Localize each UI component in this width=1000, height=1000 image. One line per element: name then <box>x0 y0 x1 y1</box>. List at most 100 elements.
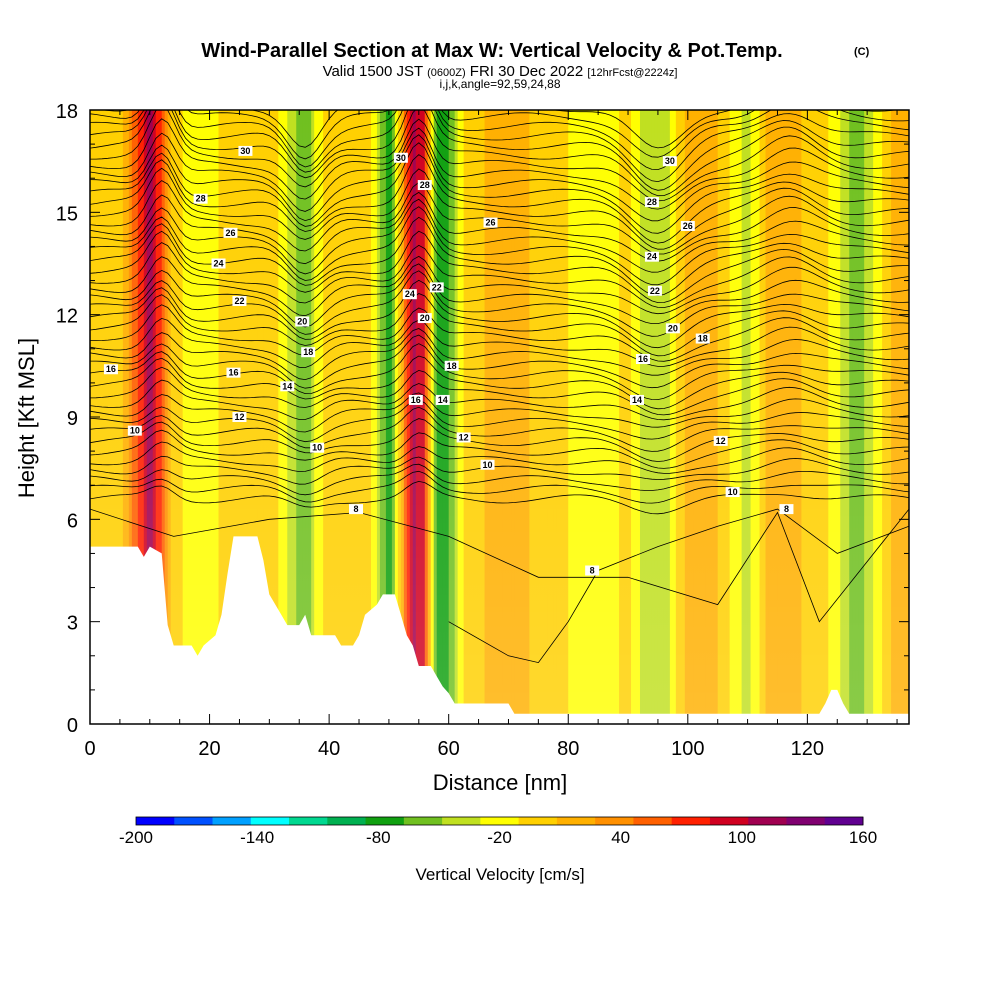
theta-contour-line <box>90 293 909 357</box>
contour-label-text: 28 <box>420 180 430 190</box>
theta-contour-line <box>90 110 909 197</box>
theta-contour-line <box>90 206 909 286</box>
contour-label-bg <box>211 258 226 269</box>
colorbar-swatch <box>289 817 328 825</box>
contour-label-text: 8 <box>784 504 789 514</box>
contour-label-bg <box>695 333 710 344</box>
colorbar-swatch <box>136 817 175 825</box>
x-tick-label: 100 <box>671 738 704 760</box>
contour-label-bg <box>635 354 650 365</box>
theta-contour-line <box>90 134 909 222</box>
x-tick-label: 80 <box>557 738 579 760</box>
contour-label-text: 12 <box>459 432 469 442</box>
x-tick-label: 40 <box>318 738 340 760</box>
contour-label-text: 12 <box>716 436 726 446</box>
colorbar-tick-label: 40 <box>611 828 630 847</box>
theta-contour-line <box>90 379 909 421</box>
contour-label: 20 <box>665 323 680 334</box>
contour-label-bg <box>444 360 459 371</box>
contour-label-bg <box>417 313 432 324</box>
axes: 0 20 40 60 80 100 120 0 3 6 9 12 15 18 <box>56 101 909 760</box>
contour-label: 16 <box>408 394 423 405</box>
y-tick-label: 18 <box>56 101 78 123</box>
colorbar-swatch <box>748 817 787 825</box>
contour-label-bg <box>280 381 295 392</box>
contour-label-text: 20 <box>420 313 430 323</box>
colorbar-swatch <box>633 817 673 825</box>
contour-label: 10 <box>310 442 325 453</box>
theta-contour-line <box>90 470 909 504</box>
contour-label: 20 <box>295 316 310 327</box>
contour-label-bg <box>103 364 118 375</box>
contour-label-bg <box>680 220 695 231</box>
contour-label-bg <box>456 432 471 443</box>
theta-contours <box>90 110 909 664</box>
velocity-field <box>90 110 909 724</box>
x-tick-label: 20 <box>198 738 220 760</box>
contour-label-text: 30 <box>240 146 250 156</box>
contour-label-text: 14 <box>632 395 642 405</box>
contour-label-text: 8 <box>354 504 359 514</box>
colorbar-swatch <box>786 817 826 825</box>
contour-label: 22 <box>647 285 662 296</box>
theta-contour-line <box>90 118 909 202</box>
theta-contour-line <box>90 418 909 462</box>
theta-contour-line <box>90 429 909 469</box>
theta-contour-line <box>90 366 909 416</box>
y-tick-label: 9 <box>67 408 78 430</box>
contour-labels: 30 30 30 28 28 28 26 26 26 24 24 24 22 22 22 20 20 20 18 18… <box>103 145 794 576</box>
terrain-polygon <box>90 536 909 724</box>
colorbar-swatch <box>327 817 367 825</box>
contour-label-bg <box>779 504 794 515</box>
contour-label: 24 <box>402 289 417 300</box>
colorbar-tick-label: 160 <box>849 828 877 847</box>
contour-label: 30 <box>393 152 408 163</box>
theta-contour-line <box>90 406 909 452</box>
contour-label: 22 <box>232 296 247 307</box>
colorbar-tick-label: -200 <box>119 828 153 847</box>
contour-label-text: 28 <box>196 194 206 204</box>
valid-zulu: (0600Z) <box>427 67 466 79</box>
theta-contour-line <box>90 480 909 515</box>
field-shading <box>90 110 909 724</box>
contour-label-text: 8 <box>590 566 595 576</box>
contour-label-text: 10 <box>312 443 322 453</box>
valid-prefix: Valid 1500 JST <box>323 63 428 80</box>
theta-contour-line <box>90 334 909 389</box>
colorbar-swatch <box>671 817 711 825</box>
y-tick-label: 3 <box>67 613 78 635</box>
contour-label: 24 <box>644 252 659 262</box>
valid-date: FRI 30 Dec 2022 <box>466 63 588 80</box>
theta-contour-line <box>90 455 909 485</box>
contour-label-bg <box>238 145 253 156</box>
contour-label-text: 26 <box>683 221 693 231</box>
colorbar-tick-label: -140 <box>240 828 274 847</box>
contour-label-text: 10 <box>728 487 738 497</box>
contour-label-text: 30 <box>665 156 675 166</box>
forecast-info: [12hrFcst@2224z] <box>587 67 677 79</box>
contour-label-text: 22 <box>650 286 660 296</box>
contour-label-text: 18 <box>698 334 708 344</box>
colorbar-swatch <box>250 817 290 825</box>
contour-label: 28 <box>417 180 432 191</box>
contour-label-bg <box>193 193 208 204</box>
contour-label: 18 <box>695 333 710 344</box>
contour-label-text: 14 <box>282 381 292 391</box>
contour-label-bg <box>310 442 325 453</box>
contour-label: 26 <box>483 217 498 228</box>
contour-label: 18 <box>301 347 316 358</box>
theta-contour-line <box>90 110 909 191</box>
colorbar-tick-label: -20 <box>487 828 512 847</box>
contour-label-bg <box>483 217 498 228</box>
contour-label: 16 <box>635 354 650 365</box>
contour-label: 14 <box>280 381 295 392</box>
chart-title: Wind-Parallel Section at Max W: Vertical… <box>201 40 782 62</box>
theta-contour-line <box>90 167 909 250</box>
contour-label: 8 <box>585 565 600 576</box>
theta-contour-line <box>90 441 909 474</box>
colorbar-swatch <box>442 817 481 825</box>
contour-label-bg <box>713 435 728 446</box>
colorbar-swatch <box>365 817 405 825</box>
contour-label: 8 <box>349 504 364 515</box>
theta-contour-line <box>90 263 909 328</box>
